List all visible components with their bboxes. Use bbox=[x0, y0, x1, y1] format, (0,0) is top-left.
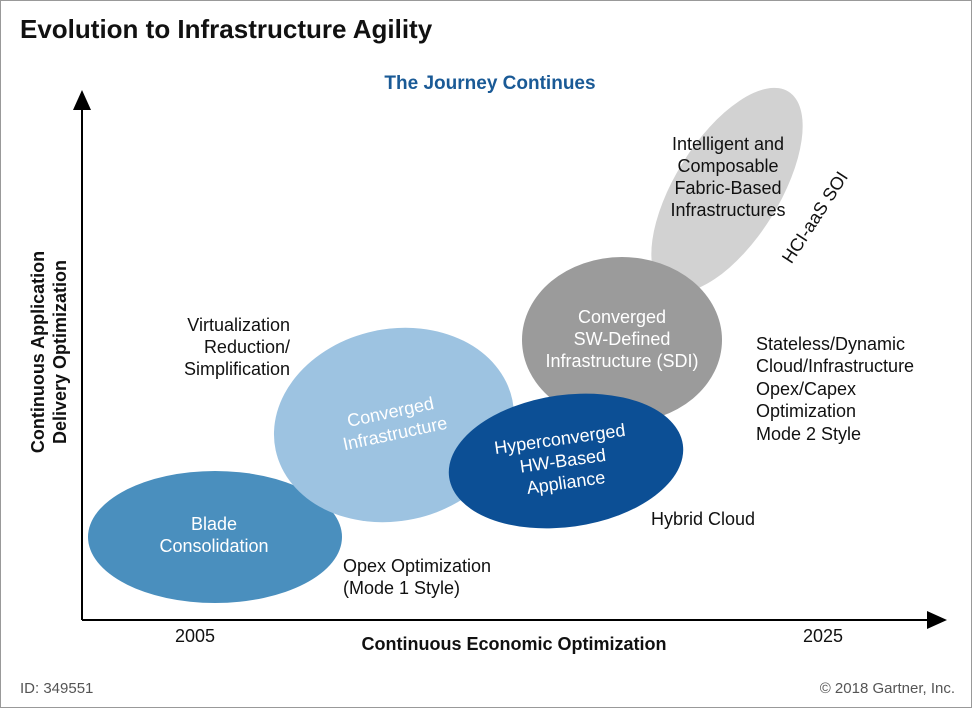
y-arrow bbox=[73, 90, 91, 110]
annotation-line: Virtualization bbox=[187, 315, 290, 335]
footer-id: ID: 349551 bbox=[20, 680, 93, 697]
annotation: Opex Optimization (Mode 1 Style) bbox=[343, 556, 491, 598]
label-line: Converged bbox=[578, 307, 666, 327]
annotation-line: Opex Optimization bbox=[343, 556, 491, 576]
label-line: Intelligent and bbox=[672, 134, 784, 154]
x-end: 2025 bbox=[803, 626, 843, 646]
subtitle: The Journey Continues bbox=[384, 73, 595, 94]
footer-copyright: © 2018 Gartner, Inc. bbox=[820, 680, 955, 697]
label-line: Infrastructure (SDI) bbox=[545, 351, 698, 371]
y-label-line: Delivery Optimization bbox=[50, 260, 70, 444]
annotation-line: Simplification bbox=[184, 359, 290, 379]
label-line: Consolidation bbox=[159, 536, 268, 556]
x-label: Continuous Economic Optimization bbox=[362, 634, 667, 654]
axes bbox=[73, 90, 947, 629]
x-arrow bbox=[927, 611, 947, 629]
annotation-line: Cloud/Infrastructure bbox=[756, 356, 914, 376]
annotation: Stateless/Dynamic Cloud/Infrastructure O… bbox=[756, 334, 914, 444]
annotation: Virtualization Reduction/ Simplification bbox=[184, 315, 290, 379]
stage-label: Intelligent and Composable Fabric-Based … bbox=[670, 134, 785, 220]
annotation-line: Stateless/Dynamic bbox=[756, 334, 905, 354]
stage-label: Blade Consolidation bbox=[159, 514, 268, 556]
stage-ellipse bbox=[651, 87, 803, 293]
annotation: Hybrid Cloud bbox=[651, 509, 755, 529]
stage-label: Converged SW-Defined Infrastructure (SDI… bbox=[545, 307, 698, 371]
label-line: Infrastructures bbox=[670, 200, 785, 220]
y-label: Continuous Application Delivery Optimiza… bbox=[28, 251, 70, 453]
label-line: Composable bbox=[677, 156, 778, 176]
y-label-line: Continuous Application bbox=[28, 251, 48, 453]
annotation-line: (Mode 1 Style) bbox=[343, 578, 460, 598]
stage-ellipse bbox=[448, 393, 684, 529]
annotation-line: Opex/Capex bbox=[756, 379, 856, 399]
label-line: Fabric-Based bbox=[674, 178, 781, 198]
stage-ellipse bbox=[88, 471, 342, 603]
label-line: SW-Defined bbox=[574, 329, 671, 349]
annotation-line: Reduction/ bbox=[204, 337, 290, 357]
annotation-line: Mode 2 Style bbox=[756, 424, 861, 444]
label-line: Blade bbox=[191, 514, 237, 534]
x-start: 2005 bbox=[175, 626, 215, 646]
title: Evolution to Infrastructure Agility bbox=[20, 14, 433, 44]
stage-ellipse bbox=[522, 257, 722, 423]
annotation-line: Optimization bbox=[756, 401, 856, 421]
